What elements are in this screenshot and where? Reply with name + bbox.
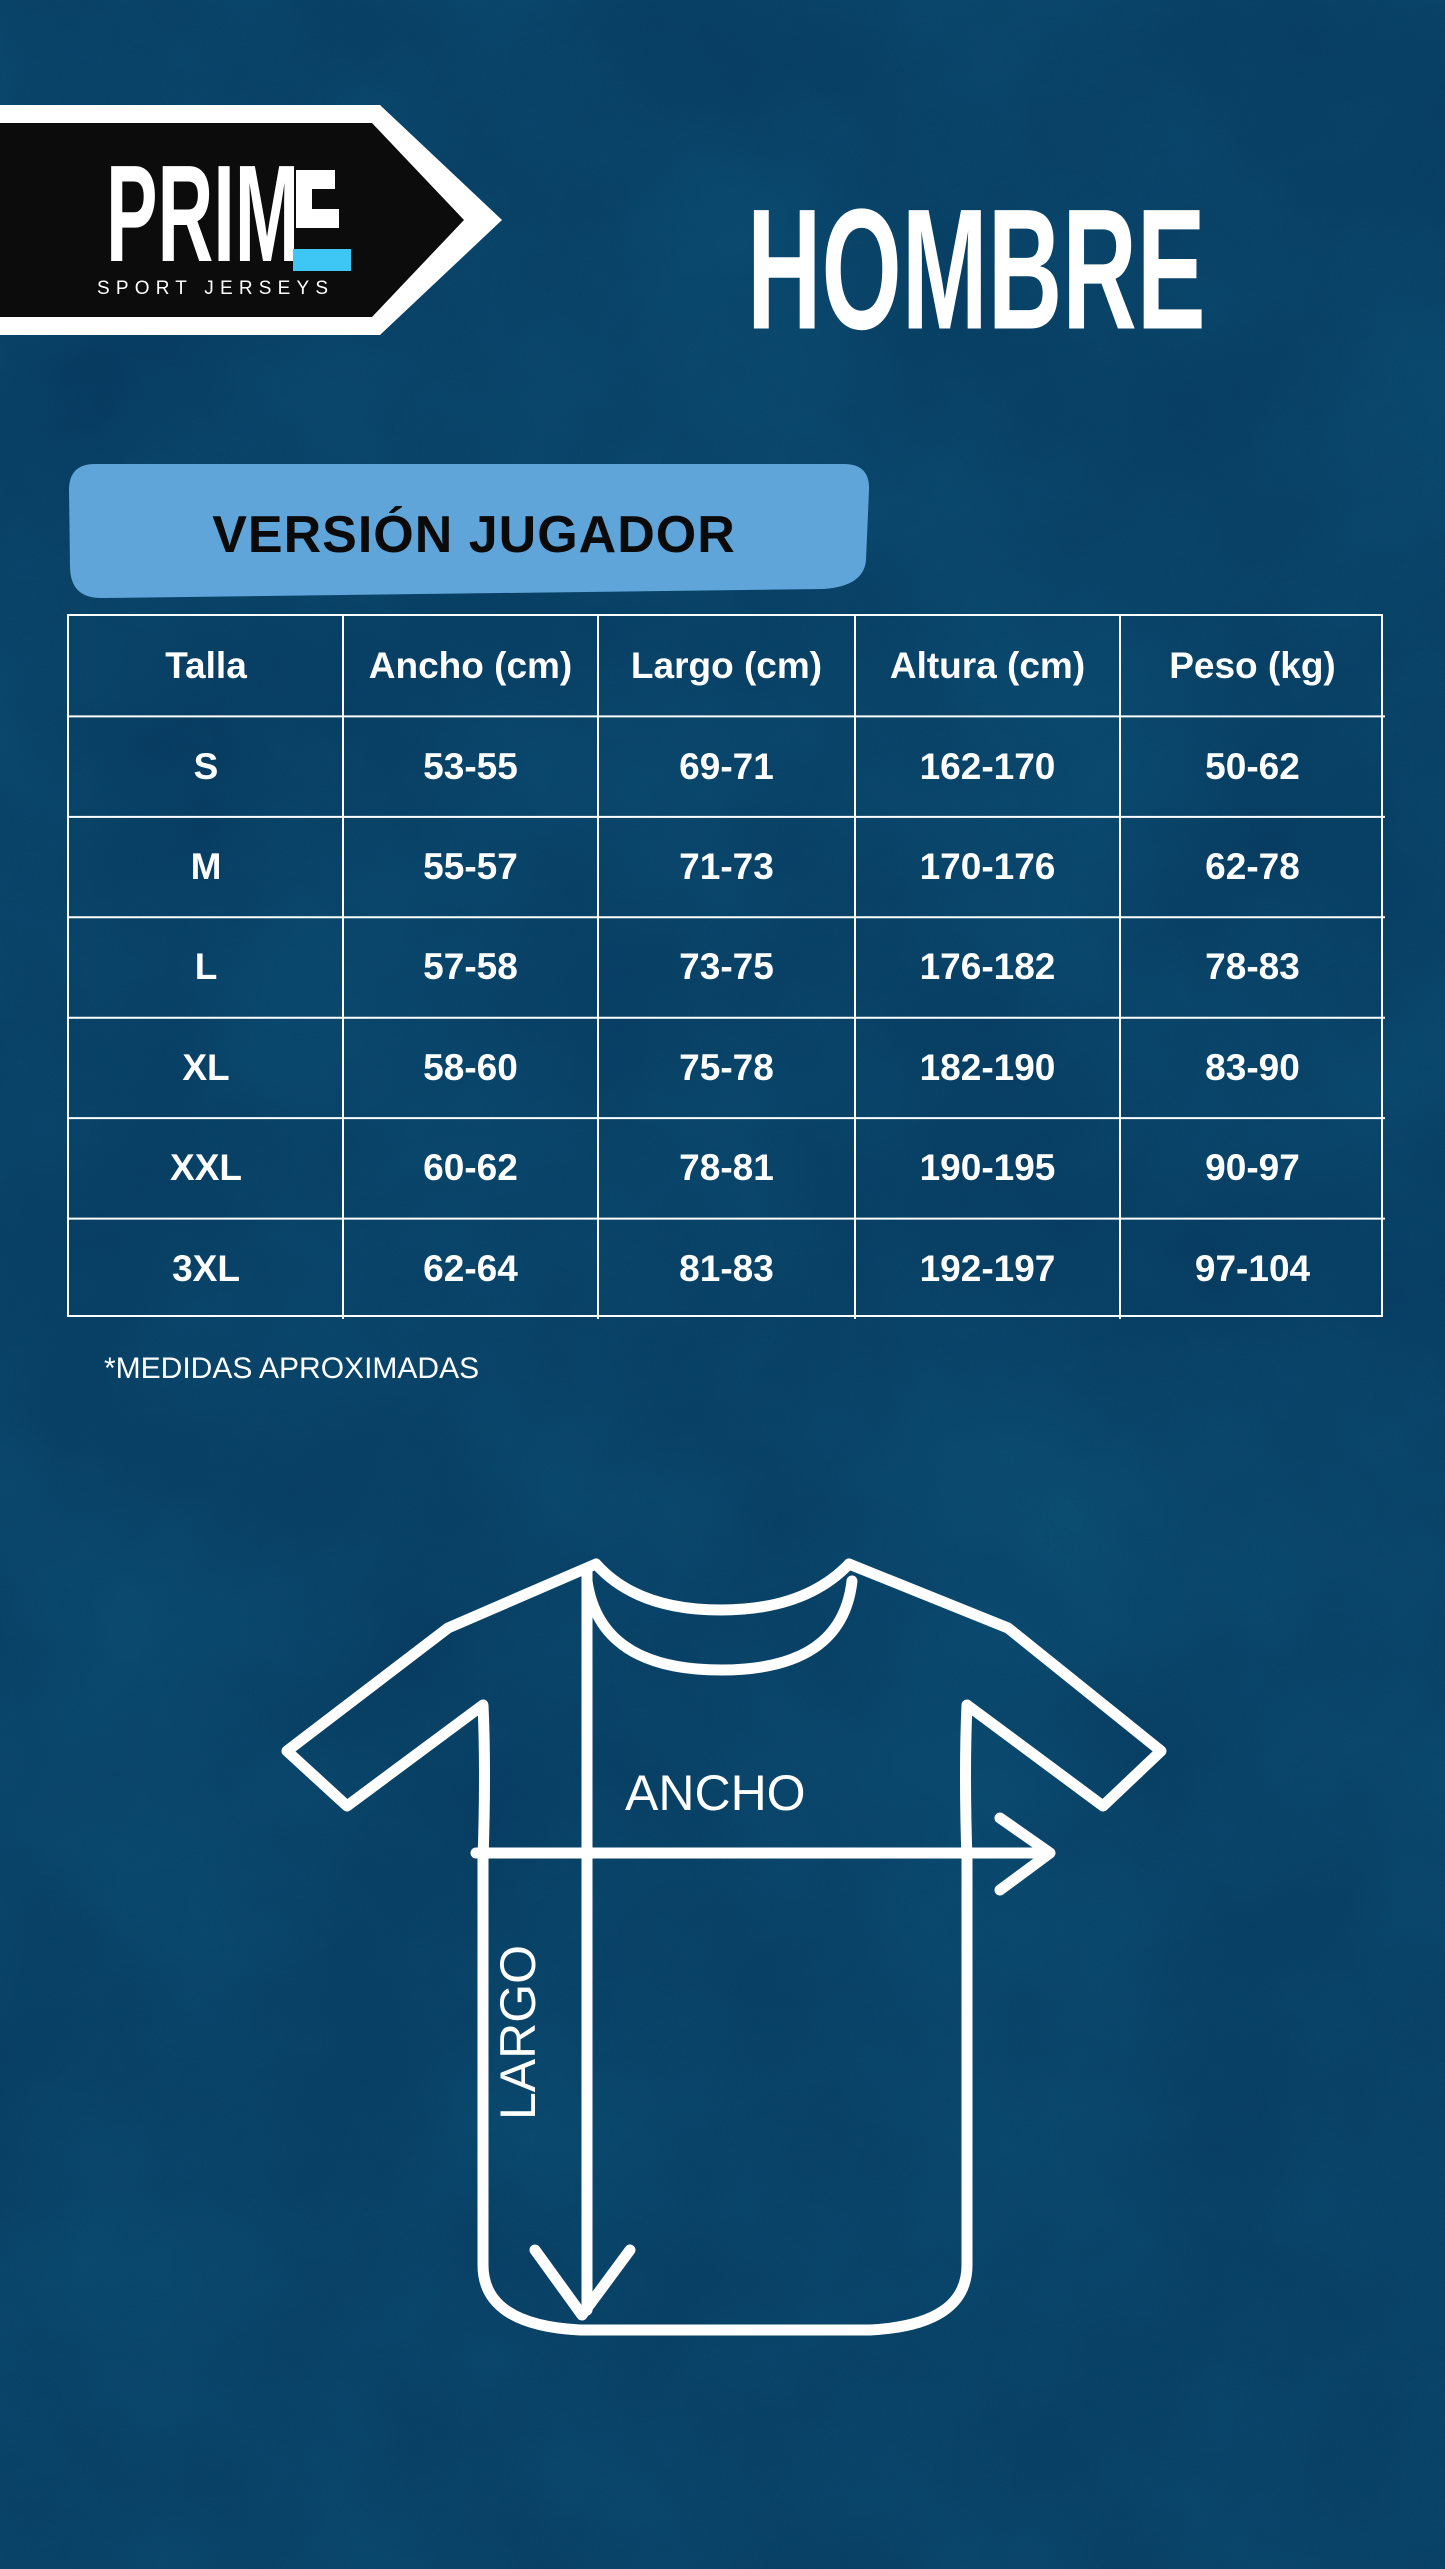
svg-text:LARGO: LARGO	[490, 1945, 546, 2120]
svg-text:HOMBRE: HOMBRE	[747, 190, 1206, 366]
svg-text:ANCHO: ANCHO	[625, 1765, 806, 1821]
svg-text:VERSIÓN JUGADOR: VERSIÓN JUGADOR	[212, 506, 736, 564]
